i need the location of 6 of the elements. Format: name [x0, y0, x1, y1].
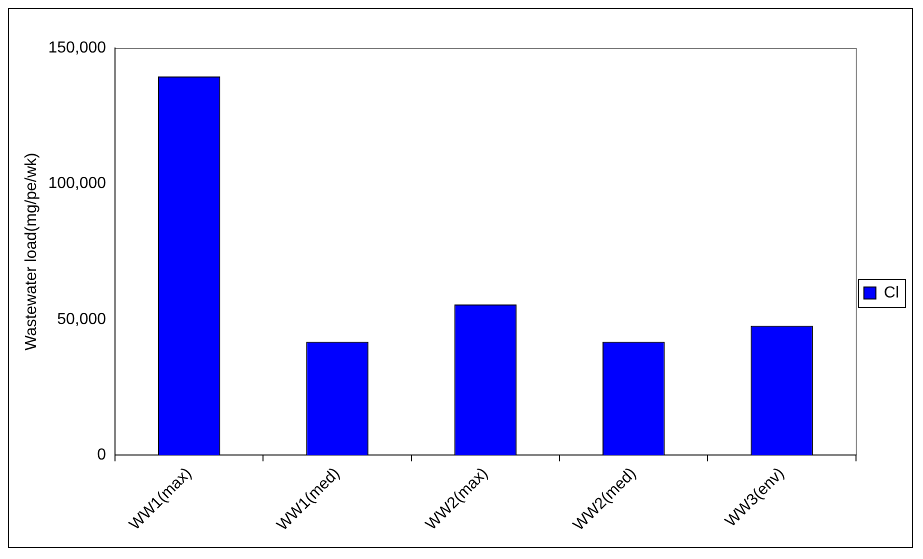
legend-label: Cl [884, 284, 899, 302]
y-tick-label: 150,000 [48, 39, 106, 56]
y-tick-label: 0 [97, 446, 106, 464]
y-tick-label: 50,000 [57, 310, 106, 328]
y-tick-label: 100,000 [48, 175, 106, 192]
y-axis-title: Wastewater load(mg/pe/wk) [23, 152, 40, 350]
